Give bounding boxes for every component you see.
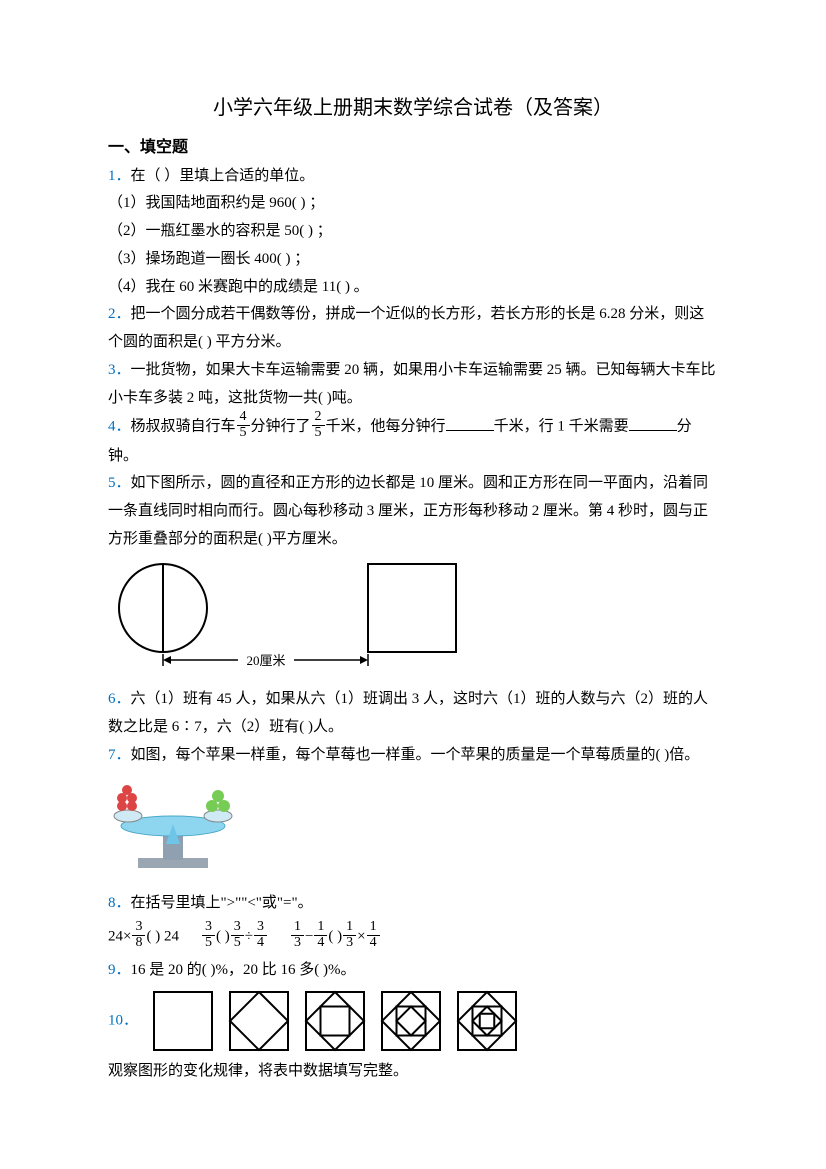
q9: 9．16 是 20 的( )%，20 比 16 多( )%。	[108, 957, 718, 985]
q10: 10．	[108, 990, 718, 1052]
q4: 4．杨叔叔骑自行车45分钟行了25千米，他每分钟行 千米，行 1 千米需要 分	[108, 412, 718, 442]
q9-text: 16 是 20 的( )%，20 比 16 多( )%。	[131, 962, 356, 978]
q1-sub3: （3）操场跑道一圈长 400( ) ；	[108, 246, 718, 274]
q1: 1．在（ ）里填上合适的单位。	[108, 163, 718, 191]
nested-square-icon	[456, 990, 518, 1052]
q2: 2．把一个圆分成若干偶数等份，拼成一个近似的长方形，若长方形的长是 6.28 分…	[108, 301, 718, 357]
q3: 3．一批货物，如果大卡车运输需要 20 辆，如果用小卡车运输需要 25 辆。已知…	[108, 357, 718, 413]
q4-num: 4．	[108, 419, 131, 435]
q4-blank1	[446, 416, 494, 431]
q4-p2: 分钟行了	[251, 419, 311, 435]
q4-frac2: 25	[312, 410, 325, 440]
page-title: 小学六年级上册期末数学综合试卷（及答案）	[108, 90, 718, 127]
q6-num: 6．	[108, 691, 131, 707]
q9-num: 9．	[108, 962, 131, 978]
q4-frac1: 45	[237, 410, 250, 440]
nested-square-icon	[152, 990, 214, 1052]
q7-text: 如图，每个苹果一样重，每个草莓也一样重。一个苹果的质量是一个草莓质量的( )倍。	[131, 747, 700, 763]
q8: 8．在括号里填上">""<"或"="。	[108, 890, 718, 918]
q7-figure	[108, 776, 718, 887]
q5-diagram: 20厘米	[108, 560, 718, 683]
q8-text: 在括号里填上">""<"或"="。	[131, 895, 313, 911]
q1-sub2: （2）一瓶红墨水的容积是 50( ) ；	[108, 218, 718, 246]
q8-items: 24×38( ) 24 35( )35÷34 13−14( )13×14	[108, 922, 718, 952]
q1-sub4: （4）我在 60 米赛跑中的成绩是 11( ) 。	[108, 274, 718, 302]
q2-text: 把一个圆分成若干偶数等份，拼成一个近似的长方形，若长方形的长是 6.28 分米，…	[108, 306, 704, 350]
q7: 7．如图，每个苹果一样重，每个草莓也一样重。一个苹果的质量是一个草莓质量的( )…	[108, 742, 718, 770]
q3-text: 一批货物，如果大卡车运输需要 20 辆，如果用小卡车运输需要 25 辆。已知每辆…	[108, 362, 716, 406]
q5: 5．如下图所示，圆的直径和正方形的边长都是 10 厘米。圆和正方形在同一平面内，…	[108, 470, 718, 553]
q8-num: 8．	[108, 895, 131, 911]
q10-num: 10．	[108, 1013, 138, 1029]
nested-square-icon	[380, 990, 442, 1052]
q5-num: 5．	[108, 475, 131, 491]
q4-blank2	[629, 416, 677, 431]
q4-p5: 分	[677, 419, 692, 435]
q4-cont: 钟。	[108, 443, 718, 471]
balance-scale-icon	[108, 776, 238, 876]
q5-text: 如下图所示，圆的直径和正方形的边长都是 10 厘米。圆和正方形在同一平面内，沿着…	[108, 475, 708, 547]
q2-num: 2．	[108, 306, 131, 322]
q1-prompt: 在（ ）里填上合适的单位。	[131, 168, 315, 184]
q10-shapes	[152, 990, 518, 1052]
q8-item-b: 35( )35÷34	[201, 922, 268, 952]
q1-sub1: （1）我国陆地面积约是 960( ) ；	[108, 190, 718, 218]
q4-p1: 杨叔叔骑自行车	[131, 419, 236, 435]
q6-text: 六（1）班有 45 人，如果从六（1）班调出 3 人，这时六（1）班的人数与六（…	[108, 691, 708, 735]
nested-square-icon	[228, 990, 290, 1052]
q4-p4: 千米，行 1 千米需要	[494, 419, 629, 435]
q4-p3: 千米，他每分钟行	[326, 419, 446, 435]
q3-num: 3．	[108, 362, 131, 378]
section-1-header: 一、填空题	[108, 133, 718, 163]
nested-square-icon	[304, 990, 366, 1052]
circle-square-diagram-icon: 20厘米	[108, 560, 468, 672]
q8-item-a: 24×38( ) 24	[108, 922, 179, 952]
q10-caption: 观察图形的变化规律，将表中数据填写完整。	[108, 1058, 718, 1086]
q8-item-c: 13−14( )13×14	[290, 922, 381, 952]
q5-diagram-label: 20厘米	[246, 653, 285, 668]
q6: 6．六（1）班有 45 人，如果从六（1）班调出 3 人，这时六（1）班的人数与…	[108, 686, 718, 742]
q7-num: 7．	[108, 747, 131, 763]
q1-num: 1．	[108, 168, 131, 184]
